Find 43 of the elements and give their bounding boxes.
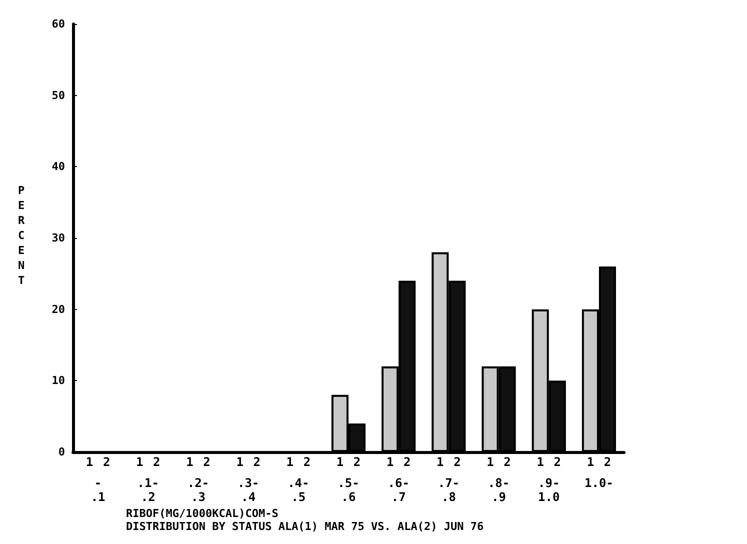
y-tick-label: 40 bbox=[52, 160, 65, 174]
x-axis-title: RIBOF(MG/1000KCAL)COM-S bbox=[126, 507, 278, 520]
text: 2 bbox=[153, 455, 160, 469]
x-tick-label: .5- .6 bbox=[338, 476, 360, 504]
x-tick-label: .1- .2 bbox=[137, 476, 159, 504]
y-tick-label: 50 bbox=[52, 88, 65, 102]
x-tick-label: .3- .4 bbox=[237, 476, 260, 504]
x-tick-label: .6- .7 bbox=[388, 476, 410, 504]
text: 1 bbox=[586, 455, 594, 469]
x-tick-label: 1.0- bbox=[584, 476, 614, 490]
text: 1 bbox=[486, 455, 494, 469]
text: 2 bbox=[253, 455, 260, 469]
text: 1 bbox=[286, 455, 294, 469]
x-tick-label: .8- .9 bbox=[488, 476, 510, 504]
text: 1 bbox=[136, 455, 144, 469]
text: DISTRIBUTION BY STATUS ALA(1) MAR 75 VS. ALA(2) JUN 76 bbox=[126, 520, 484, 533]
text: 2 bbox=[554, 455, 561, 469]
y-tick-label: 20 bbox=[52, 302, 65, 316]
y-tick-label: 0 bbox=[58, 446, 65, 458]
x-tick-label: .4- .5 bbox=[288, 476, 310, 504]
text: 2 bbox=[303, 455, 311, 469]
text: 2 bbox=[102, 455, 110, 469]
text: 2 bbox=[604, 455, 612, 469]
series-label: 1 bbox=[336, 455, 344, 469]
x-tick-label: .9- 1.0 bbox=[538, 476, 560, 504]
y-tick-label: 10 bbox=[52, 374, 65, 388]
text: 2 bbox=[403, 455, 411, 469]
text: 2 bbox=[454, 455, 461, 469]
x-tick-label: - .1 bbox=[90, 476, 106, 504]
x-tick-label: .7- .8 bbox=[438, 476, 460, 504]
y-axis-title: PERCENT bbox=[18, 184, 25, 287]
series-label: 2 bbox=[353, 455, 361, 469]
x-tick-label: .2- .3 bbox=[187, 476, 210, 504]
y-tick-label: 60 bbox=[52, 18, 65, 30]
text: 2 bbox=[504, 455, 511, 469]
text: 1 bbox=[386, 455, 394, 469]
text: 2 bbox=[203, 455, 210, 469]
text: 1 bbox=[236, 455, 244, 469]
text: 1 bbox=[86, 455, 94, 469]
y-tick-label: 30 bbox=[52, 232, 65, 244]
text: 1 bbox=[536, 455, 544, 469]
text: 1 bbox=[436, 455, 444, 469]
text: 1 bbox=[186, 455, 194, 469]
